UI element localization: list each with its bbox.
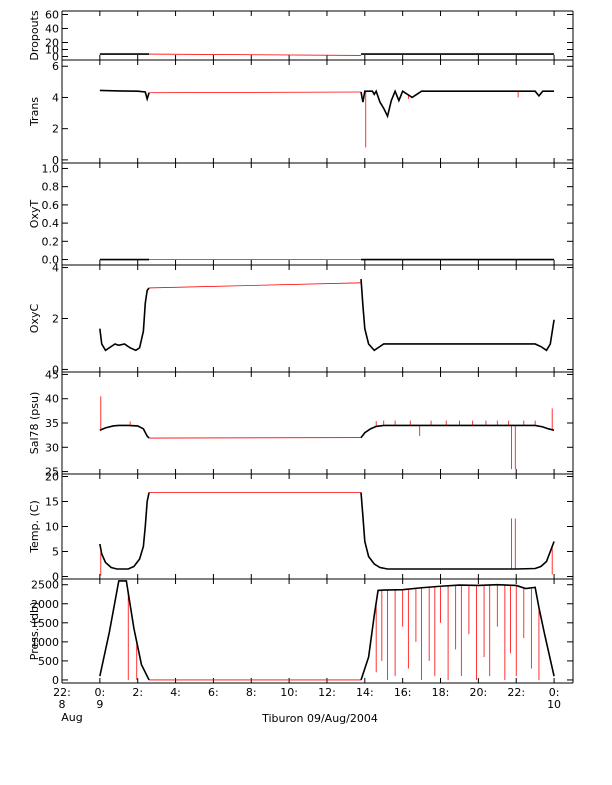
y-tick-label-temp: 10 xyxy=(45,521,59,534)
x-tick-label-day: 8 xyxy=(59,698,66,711)
y-tick-label-dropouts: 10 xyxy=(45,44,59,57)
y-tick-label-press: 0 xyxy=(52,674,59,687)
y-tick-label-oxyt: 1.0 xyxy=(42,162,60,175)
y-tick-label-temp: 20 xyxy=(45,471,59,484)
series-line-temp xyxy=(99,492,150,570)
y-tick-label-sal: 30 xyxy=(45,441,59,454)
x-tick-label: 2: xyxy=(132,686,143,699)
x-tick-label: 14: xyxy=(356,686,374,699)
y-tick-label-temp: 5 xyxy=(52,546,59,559)
y-tick-label-dropouts: 60 xyxy=(45,9,59,22)
y-label-sal: Sal78 (psu) xyxy=(28,392,41,455)
x-tick-label-day: 9 xyxy=(96,698,103,711)
series-line-temp xyxy=(360,492,555,570)
y-tick-label-dropouts: 40 xyxy=(45,23,59,36)
y-tick-label-temp: 0 xyxy=(52,571,59,584)
series-line-press xyxy=(360,583,555,681)
y-tick-label-press: 1000 xyxy=(31,636,59,649)
y-tick-label-sal: 25 xyxy=(45,466,59,479)
x-tick-label: 0: xyxy=(94,686,105,699)
series-line-oxyc xyxy=(360,278,555,352)
y-tick-label-oxyt: 0.6 xyxy=(42,199,60,212)
y-label-trans: Trans xyxy=(28,97,41,127)
panel-oxyt: 0.0 0.2 0.4 0.6 0.8 1.0 OxyT xyxy=(28,162,574,267)
y-tick-label-oxyt: 0.0 xyxy=(42,254,60,267)
x-tick-label: 12: xyxy=(318,686,336,699)
x-tick-label: 22: xyxy=(507,686,525,699)
x-tick-label: 6: xyxy=(208,686,219,699)
panel-press: 0 500 1000 1500 2000 2500 Press. (db) xyxy=(28,579,574,687)
y-label-temp: Temp. (C) xyxy=(28,500,41,554)
x-tick-label-day: 10 xyxy=(547,698,561,711)
interp-line-trans xyxy=(149,91,362,94)
x-tick-label: 16: xyxy=(394,686,412,699)
y-tick-label-dropouts: 0 xyxy=(52,51,59,64)
y-tick-label-oxyc: 2 xyxy=(52,313,59,326)
x-tick-label: 4: xyxy=(170,686,181,699)
x-tick-label: 10: xyxy=(280,686,298,699)
x-tick-label: 18: xyxy=(432,686,450,699)
series-line-sal xyxy=(360,424,555,439)
y-tick-label-sal: 35 xyxy=(45,417,59,430)
y-label-dropouts: Dropouts xyxy=(28,10,41,60)
series-line-trans xyxy=(99,89,150,102)
y-tick-label-oxyt: 0.2 xyxy=(42,235,60,248)
series-line-oxyc xyxy=(99,287,150,352)
y-tick-label-press: 2500 xyxy=(31,579,59,592)
y-tick-label-sal: 40 xyxy=(45,393,59,406)
y-tick-label-temp: 15 xyxy=(45,496,59,509)
panels: 010204060Dropouts0246Trans0.00.20.40.60.… xyxy=(28,9,574,687)
x-tick-label: 20: xyxy=(470,686,488,699)
chart-caption: Tiburon 09/Aug/2004 xyxy=(261,712,378,725)
y-tick-label-trans: 6 xyxy=(52,60,59,73)
y-tick-label-oxyt: 0.8 xyxy=(42,181,60,194)
panel-oxyc: 0 2 4 OxyC xyxy=(28,262,574,376)
interp-line-oxyc xyxy=(149,282,362,289)
y-tick-label-trans: 2 xyxy=(52,123,59,136)
x-tick-label: 22: xyxy=(53,686,71,699)
x-tick-label-month: Aug xyxy=(61,711,82,724)
x-tick-label: 0: xyxy=(549,686,560,699)
series-line-trans xyxy=(360,89,555,119)
y-label-press: Press. (db) xyxy=(28,602,41,661)
y-tick-label-trans: 4 xyxy=(52,91,59,104)
y-tick-label-oxyt: 0.4 xyxy=(42,217,60,230)
y-tick-label-sal: 45 xyxy=(45,368,59,381)
y-tick-label-oxyc: 0 xyxy=(52,363,59,376)
y-tick-label-press: 500 xyxy=(38,655,59,668)
y-label-oxyt: OxyT xyxy=(28,200,41,229)
interp-line-dropouts xyxy=(149,53,362,56)
y-tick-label-trans: 0 xyxy=(52,154,59,167)
y-label-oxyc: OxyC xyxy=(28,304,41,334)
panel-trans: 0 2 4 6 Trans xyxy=(28,60,574,167)
x-tick-label: 8: xyxy=(246,686,257,699)
panel-temp: 0 5 10 15 20 Temp. (C) xyxy=(28,471,574,584)
y-tick-label-dropouts: 20 xyxy=(45,37,59,50)
series-line-sal xyxy=(99,424,150,439)
panel-sal: 25 30 35 40 45 Sal78 (psu) xyxy=(28,368,574,479)
y-tick-label-press: 1500 xyxy=(31,617,59,630)
y-tick-label-oxyc: 4 xyxy=(52,262,59,275)
y-tick-label-press: 2000 xyxy=(31,598,59,611)
series-line-press xyxy=(99,580,150,681)
